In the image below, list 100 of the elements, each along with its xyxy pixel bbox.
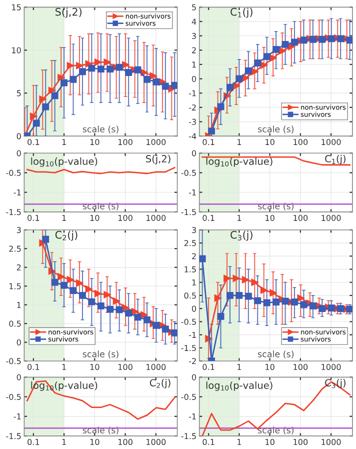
x-tick-label: 10 (90, 364, 100, 370)
y-tick-label: -1.5 (181, 209, 196, 216)
y-tick-label: -1.5 (181, 345, 196, 352)
y-tick-label: 2.5 (184, 240, 196, 246)
x-tick-label: 0.1 (202, 214, 214, 221)
annotation: S(j,2) (146, 154, 170, 164)
x-tick-label: 0.1 (28, 214, 40, 221)
x-axis-title: scale (s) (82, 126, 118, 134)
x-tick-label: 100 (294, 138, 308, 146)
x-tick-label: 1 (238, 139, 242, 145)
x-tick-label: 1 (238, 364, 242, 370)
y-tick-label: 0 (16, 374, 21, 380)
y-tick-label: 0.5 (184, 292, 196, 299)
y-tick-label: 15 (12, 4, 21, 10)
y-tick-label: -0.5 (181, 170, 196, 176)
y-tick-label: 2 (16, 264, 21, 270)
chart-title: C$_{2}$(j) (55, 230, 78, 241)
chart-title: log$_{10}$(p-value) (206, 381, 272, 391)
y-tick-label: 1 (192, 62, 196, 68)
x-tick-label: 1000 (322, 214, 341, 221)
x-tick-label: 0.1 (202, 364, 214, 370)
x-tick-label: 1 (62, 364, 66, 370)
y-tick-label: -1 (188, 90, 196, 96)
x-tick-label: 100 (118, 364, 132, 370)
y-tick-label: 0 (192, 374, 196, 380)
y-tick-label: 2.5 (9, 246, 21, 252)
y-tick-label: 3 (16, 226, 21, 234)
x-tick-label: 1000 (146, 364, 166, 370)
x-tick-label: 1000 (322, 364, 341, 370)
x-axis-title: scale (s) (258, 126, 294, 134)
chart-title: C$_{3}$(j) (230, 230, 252, 241)
y-tick-label: 1.5 (10, 283, 21, 290)
x-tick-label: 0.1 (28, 438, 40, 445)
x-tick-label: 10 (266, 364, 274, 370)
y-tick-label: -1 (188, 332, 196, 338)
chart-title: log$_{10}$(p-value) (206, 157, 272, 167)
y-tick-label: -2 (188, 104, 196, 110)
y-tick-label: -0.5 (6, 394, 21, 400)
y-tick-label: -0.5 (6, 358, 21, 364)
x-tick-label: 100 (118, 214, 132, 221)
y-tick-label: 0 (192, 76, 196, 82)
y-tick-label: 0.5 (9, 320, 21, 327)
y-tick-label: 5 (192, 4, 196, 10)
annotation: C$_{2}$(j) (150, 378, 170, 388)
x-tick-label: 0.1 (202, 438, 214, 445)
y-tick-label: -1 (14, 190, 21, 196)
y-tick-label: -0.5 (181, 394, 196, 400)
y-tick-label: -1 (14, 414, 21, 420)
x-tick-label: 100 (118, 438, 132, 445)
x-axis-title: scale (s) (82, 350, 118, 358)
y-tick-label: 2 (192, 253, 196, 260)
x-tick-label: 1000 (322, 138, 341, 146)
x-tick-label: 100 (294, 214, 308, 221)
x-tick-label: 1000 (322, 438, 341, 445)
y-tick-label: 3 (192, 32, 196, 39)
y-tick-label: 1 (192, 280, 196, 286)
x-tick-label: 10 (90, 438, 100, 445)
x-tick-label: 10 (266, 438, 274, 445)
x-tick-label: 1 (62, 214, 66, 221)
annotation: C$_{1}$(j) (325, 154, 346, 164)
x-tick-label: 10 (90, 138, 100, 146)
chart-title: S(j,2) (56, 8, 82, 18)
x-tick-label: 1000 (146, 438, 166, 445)
x-tick-label: 10 (266, 138, 274, 146)
x-axis-title: scale (s) (258, 350, 294, 358)
x-tick-label: 1 (238, 214, 242, 221)
y-tick-label: 0 (16, 133, 21, 140)
x-tick-label: 10 (266, 214, 274, 221)
y-tick-label: -0.5 (181, 318, 196, 325)
y-tick-label: 3 (192, 226, 196, 234)
x-tick-label: 0.1 (202, 138, 214, 146)
y-tick-label: -1.5 (6, 433, 21, 440)
chart-title: C$_{1}$(j) (230, 8, 252, 18)
x-tick-label: 1 (238, 439, 242, 445)
y-tick-label: -1.5 (181, 433, 196, 440)
x-tick-label: 100 (118, 138, 132, 146)
y-tick-label: 0 (192, 306, 196, 312)
y-tick-label: 0 (192, 150, 196, 156)
y-tick-label: -3 (188, 118, 196, 125)
y-tick-label: 2 (192, 47, 196, 54)
x-tick-label: 0.1 (28, 138, 40, 146)
y-tick-label: 5 (16, 90, 21, 96)
y-tick-label: 4 (192, 18, 196, 25)
y-tick-label: 1.5 (184, 266, 196, 272)
x-tick-label: 1 (62, 139, 66, 145)
y-tick-label: -4 (188, 133, 196, 140)
y-tick-label: -1 (188, 414, 196, 420)
x-tick-label: 1000 (146, 214, 166, 221)
chart-title: log$_{10}$(p-value) (31, 157, 98, 167)
y-tick-label: 10 (12, 47, 21, 54)
y-tick-label: -1 (188, 190, 196, 196)
y-tick-label: -2 (188, 358, 196, 364)
y-tick-label: 1 (17, 302, 21, 308)
x-tick-label: 100 (294, 438, 308, 445)
x-tick-label: 100 (294, 364, 308, 370)
y-tick-label: 0 (16, 339, 21, 346)
y-tick-label: -1.5 (6, 209, 21, 216)
y-tick-label: 0 (16, 150, 21, 156)
x-tick-label: 1 (62, 439, 66, 445)
x-tick-label: 0.1 (28, 364, 40, 370)
